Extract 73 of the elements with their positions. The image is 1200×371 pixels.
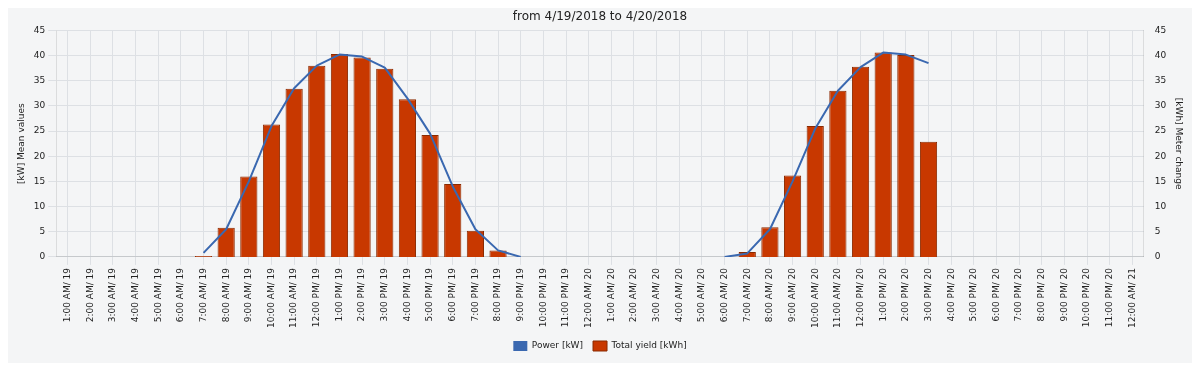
x-tick-label: 2:00 AM/ 19 bbox=[84, 267, 95, 323]
x-tick-label: 6:00 PM/ 20 bbox=[990, 267, 1001, 322]
y-tick-label: 15 bbox=[33, 175, 46, 186]
x-tick-label: 10:00 PM/ 19 bbox=[537, 267, 548, 328]
x-tick-label: 9:00 PM/ 20 bbox=[1058, 267, 1069, 322]
x-tick-label: 5:00 AM/ 19 bbox=[152, 267, 163, 323]
y2-axis-title: [kWh] Meter change bbox=[1174, 97, 1185, 190]
y-tick-label: 45 bbox=[33, 24, 46, 35]
y2-tick-label: 0 bbox=[1154, 251, 1161, 262]
x-tick-label: 11:00 PM/ 20 bbox=[1104, 267, 1115, 328]
y2-tick-label: 35 bbox=[1154, 75, 1167, 86]
y2-tick-label: 45 bbox=[1154, 24, 1167, 35]
y-tick-label: 40 bbox=[33, 49, 46, 60]
x-tick-label: 8:00 AM/ 20 bbox=[764, 267, 775, 323]
x-tick-label: 8:00 AM/ 19 bbox=[220, 267, 231, 323]
x-tick-label: 7:00 PM/ 20 bbox=[1013, 267, 1024, 322]
legend-label: Total yield [kWh] bbox=[610, 340, 687, 351]
y2-tick-label: 40 bbox=[1154, 49, 1167, 60]
x-tick-label: 9:00 AM/ 20 bbox=[786, 267, 797, 323]
x-tick-label: 1:00 AM/ 19 bbox=[61, 267, 72, 323]
y-tick-label: 0 bbox=[39, 251, 46, 262]
x-tick-label: 3:00 AM/ 19 bbox=[107, 267, 118, 323]
x-tick-label: 5:00 PM/ 19 bbox=[424, 267, 435, 322]
x-tick-label: 7:00 AM/ 19 bbox=[197, 267, 208, 323]
x-tick-label: 1:00 PM/ 20 bbox=[877, 267, 888, 322]
x-tick-label: 10:00 AM/ 19 bbox=[265, 267, 276, 329]
x-tick-label: 6:00 AM/ 19 bbox=[175, 267, 186, 323]
x-tick-label: 2:00 PM/ 20 bbox=[900, 267, 911, 322]
x-tick-label: 3:00 PM/ 19 bbox=[379, 267, 390, 322]
x-tick-label: 5:00 PM/ 20 bbox=[968, 267, 979, 322]
y2-tick-label: 10 bbox=[1154, 200, 1167, 211]
legend-label: Power [kW] bbox=[531, 340, 584, 351]
chart-title: from 4/19/2018 to 4/20/2018 bbox=[512, 9, 688, 24]
x-tick-label: 7:00 PM/ 19 bbox=[469, 267, 480, 322]
x-tick-label: 7:00 AM/ 20 bbox=[741, 267, 752, 323]
x-tick-label: 10:00 PM/ 20 bbox=[1081, 267, 1092, 328]
x-tick-label: 11:00 AM/ 20 bbox=[832, 267, 843, 329]
x-tick-label: 11:00 AM/ 19 bbox=[288, 267, 299, 329]
y-tick-label: 25 bbox=[33, 125, 46, 136]
x-tick-label: 1:00 AM/ 20 bbox=[605, 267, 616, 323]
x-tick-label: 8:00 PM/ 19 bbox=[492, 267, 503, 322]
y-tick-label: 5 bbox=[39, 226, 46, 237]
x-tick-label: 12:00 PM/ 19 bbox=[311, 267, 322, 328]
y2-tick-label: 5 bbox=[1154, 226, 1161, 237]
x-tick-label: 3:00 AM/ 20 bbox=[650, 267, 661, 323]
x-tick-label: 9:00 AM/ 19 bbox=[243, 267, 254, 323]
y2-tick-label: 25 bbox=[1154, 125, 1167, 136]
y2-tick-label: 15 bbox=[1154, 175, 1167, 186]
x-tick-label: 6:00 AM/ 20 bbox=[718, 267, 729, 323]
x-tick-label: 12:00 AM/ 21 bbox=[1126, 267, 1137, 329]
x-tick-label: 3:00 PM/ 20 bbox=[922, 267, 933, 322]
x-tick-label: 2:00 AM/ 20 bbox=[628, 267, 639, 323]
x-tick-label: 12:00 PM/ 20 bbox=[854, 267, 865, 328]
x-tick-label: 6:00 PM/ 19 bbox=[447, 267, 458, 322]
y-tick-label: 35 bbox=[33, 75, 46, 86]
y-tick-label: 10 bbox=[33, 200, 46, 211]
y2-tick-label: 30 bbox=[1154, 100, 1167, 111]
x-tick-label: 11:00 PM/ 19 bbox=[560, 267, 571, 328]
x-tick-label: 1:00 PM/ 19 bbox=[333, 267, 344, 322]
x-tick-label: 12:00 AM/ 20 bbox=[583, 267, 594, 329]
x-tick-label: 2:00 PM/ 19 bbox=[356, 267, 367, 322]
x-tick-label: 4:00 AM/ 19 bbox=[129, 267, 140, 323]
x-tick-label: 8:00 PM/ 20 bbox=[1036, 267, 1047, 322]
x-tick-label: 4:00 PM/ 20 bbox=[945, 267, 956, 322]
x-tick-label: 4:00 PM/ 19 bbox=[401, 267, 412, 322]
y-tick-label: 30 bbox=[33, 100, 46, 111]
x-tick-label: 9:00 PM/ 19 bbox=[515, 267, 526, 322]
y-axis-title: [kW] Mean values bbox=[15, 103, 26, 184]
x-tick-label: 5:00 AM/ 20 bbox=[696, 267, 707, 323]
y-tick-label: 20 bbox=[33, 150, 46, 161]
y2-tick-label: 20 bbox=[1154, 150, 1167, 161]
x-tick-label: 10:00 AM/ 20 bbox=[809, 267, 820, 329]
x-tick-label: 4:00 AM/ 20 bbox=[673, 267, 684, 323]
